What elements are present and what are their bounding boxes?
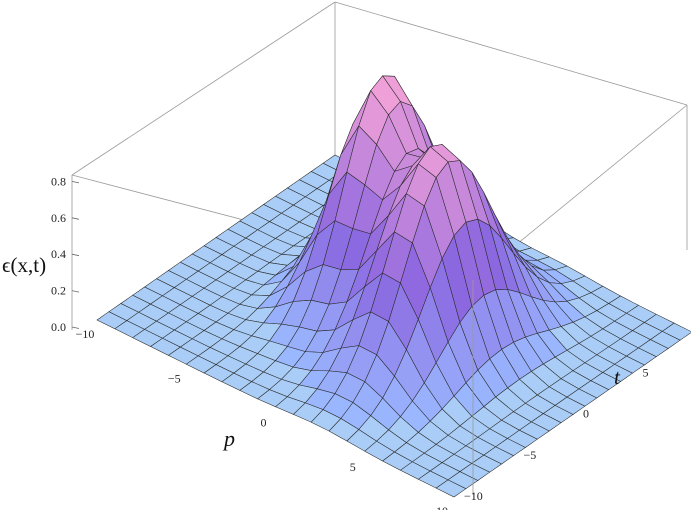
surface-floor bbox=[96, 75, 691, 498]
z-tick-mark bbox=[71, 181, 80, 184]
surface-patch bbox=[435, 479, 467, 498]
p-axis: −10 −5 0 5 10 bbox=[76, 327, 448, 510]
z-tick-mark bbox=[71, 326, 80, 329]
t-axis: −10−50510 bbox=[464, 365, 649, 503]
t-tick-label: −5 bbox=[524, 448, 537, 462]
p-tick-label: 5 bbox=[350, 460, 356, 474]
p-axis-label: p bbox=[222, 426, 235, 451]
p-tick-label: −10 bbox=[76, 327, 95, 341]
z-tick-mark bbox=[71, 217, 80, 220]
z-tick-label: 0.8 bbox=[51, 174, 66, 188]
box-edge bbox=[334, 1, 688, 106]
z-axis: 0.0 0.2 0.4 0.6 0.8 bbox=[51, 174, 80, 334]
t-axis-label: t bbox=[614, 365, 621, 389]
bounding-box-front bbox=[71, 105, 688, 495]
t-tick-label: −10 bbox=[464, 489, 483, 503]
z-tick-label: 0.0 bbox=[51, 320, 66, 334]
z-axis-label: ϵ(x,t) bbox=[2, 253, 46, 277]
p-tick-label: 0 bbox=[261, 416, 267, 430]
z-tick-mark bbox=[71, 290, 80, 293]
t-tick-label: 0 bbox=[583, 407, 589, 421]
z-tick-label: 0.4 bbox=[51, 247, 66, 261]
t-tick-label: 5 bbox=[643, 365, 649, 379]
z-tick-label: 0.2 bbox=[51, 284, 66, 298]
p-tick-label: −5 bbox=[168, 371, 181, 385]
p-tick-label: 10 bbox=[436, 504, 448, 510]
box-edge bbox=[71, 1, 336, 176]
z-tick-label: 0.6 bbox=[51, 211, 66, 225]
z-tick-mark bbox=[71, 253, 80, 257]
